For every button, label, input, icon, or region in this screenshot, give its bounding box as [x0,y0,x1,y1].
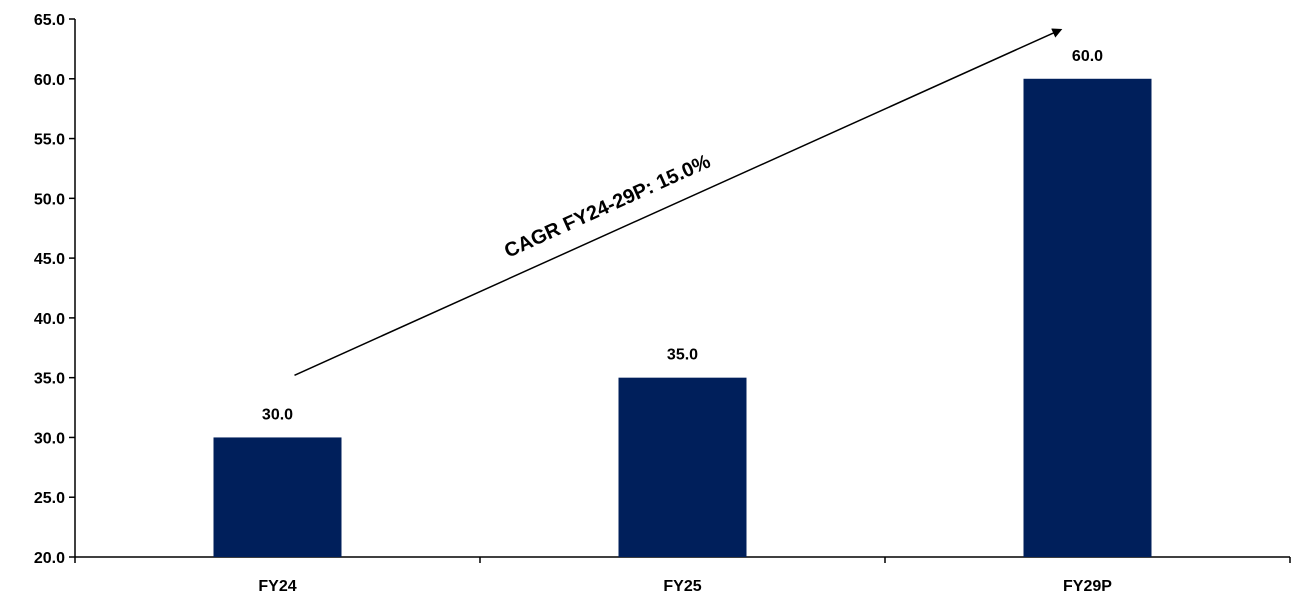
y-tick-label: 50.0 [34,191,65,208]
y-tick-label: 55.0 [34,132,65,149]
x-category-label: FY24 [258,578,296,595]
data-label: 60.0 [1072,48,1103,65]
bars [213,78,1152,558]
y-tick-label: 45.0 [34,251,65,268]
x-axis: FY24 FY25 FY29P [74,556,1291,595]
cagr-arrow [294,28,1063,376]
y-tick-label: 35.0 [34,371,65,388]
y-tick-label: 65.0 [34,12,65,29]
y-tick-label: 60.0 [34,72,65,89]
y-tick-label: 20.0 [34,550,65,567]
data-label: 35.0 [667,347,698,364]
x-category-label: FY25 [663,578,701,595]
bar-fy29p [1023,78,1152,558]
x-category-label: FY29P [1063,578,1112,595]
y-tick-label: 30.0 [34,430,65,447]
bar-fy24 [213,437,342,557]
y-tick-label: 25.0 [34,490,65,507]
cagr-annotation-text: CAGR FY24-29P: 15.0% [501,150,714,262]
bar-fy25 [618,377,747,557]
y-axis: 20.0 25.0 30.0 35.0 40.0 45.0 50.0 55.0 60.0 65.0 [34,12,76,567]
y-tick-label: 40.0 [34,311,65,328]
data-label: 30.0 [262,406,293,423]
cagr-annotation: CAGR FY24-29P: 15.0% [294,28,1063,376]
data-labels: 30.0 35.0 60.0 [262,48,1103,424]
